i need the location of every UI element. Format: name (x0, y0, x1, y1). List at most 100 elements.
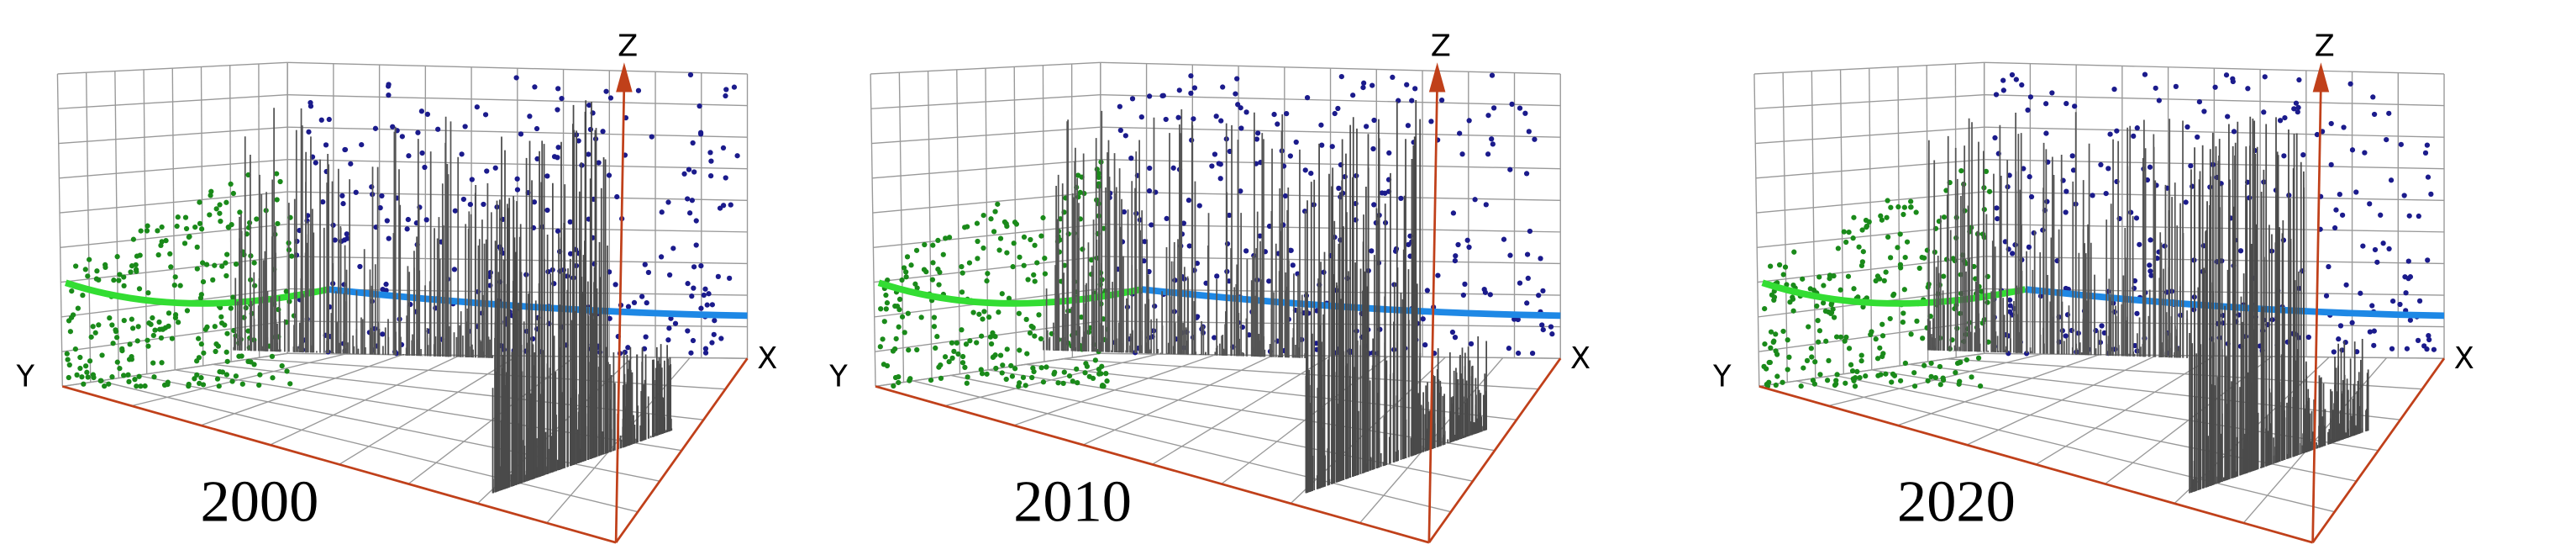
point (1428, 119, 1434, 124)
grid-line (1100, 223, 1561, 233)
point (1864, 224, 1869, 230)
grid-line (287, 126, 748, 138)
point (195, 336, 202, 341)
point (2349, 320, 2355, 325)
point (1257, 233, 1263, 239)
point (586, 102, 592, 108)
point (1849, 368, 1856, 374)
point (959, 360, 966, 366)
grid-line (1013, 354, 1216, 426)
point (77, 354, 83, 361)
point (159, 224, 165, 230)
point (1364, 124, 1369, 130)
point (896, 324, 902, 330)
point (1782, 264, 1789, 270)
point (251, 260, 257, 266)
point (2295, 104, 2301, 111)
year-label: 2000 (201, 469, 319, 535)
point (2416, 213, 2421, 219)
point (1780, 272, 1786, 278)
point (659, 209, 665, 215)
point (1540, 288, 1546, 294)
point (1360, 84, 1366, 91)
point (1455, 241, 1461, 248)
point (270, 375, 276, 381)
point (194, 266, 200, 272)
point (899, 314, 906, 320)
point (1820, 300, 1827, 306)
point (1218, 118, 1224, 124)
point (1003, 220, 1009, 227)
point (224, 330, 230, 336)
point (1525, 275, 1531, 282)
point (134, 338, 140, 344)
point (340, 201, 346, 207)
point (1216, 161, 1222, 166)
point (720, 145, 727, 151)
point (1920, 336, 1926, 341)
point (158, 335, 165, 341)
point (698, 305, 704, 311)
point (685, 196, 691, 202)
point (2103, 190, 2109, 197)
point (2431, 346, 2437, 352)
point (1791, 249, 1797, 255)
point (2006, 172, 2012, 178)
point (2156, 98, 2162, 103)
point (991, 229, 997, 235)
point (474, 104, 480, 110)
point (1842, 338, 1848, 344)
point (219, 263, 225, 269)
point (223, 199, 229, 205)
point (1809, 354, 1815, 360)
axis-label: Y (828, 359, 848, 394)
point (353, 189, 359, 195)
point (707, 173, 714, 179)
point (132, 376, 138, 383)
panel: Y X Z 2000 (16, 29, 777, 544)
point (1983, 168, 1990, 175)
point (1490, 141, 1496, 147)
point (128, 269, 134, 275)
point (1266, 278, 1272, 284)
point (121, 317, 127, 324)
point (1186, 243, 1192, 249)
point (233, 262, 239, 267)
point (1902, 360, 1909, 367)
point (1371, 202, 1377, 208)
point (1016, 310, 1022, 316)
grid-line (927, 71, 933, 378)
point (2370, 94, 2376, 100)
grid-line (1839, 69, 1844, 374)
point (1985, 299, 1990, 305)
point (1462, 281, 1468, 288)
grid-line (58, 94, 288, 109)
point (1774, 373, 1780, 379)
point (386, 82, 392, 87)
point (1004, 250, 1010, 256)
point (1993, 92, 2000, 98)
point (113, 335, 120, 341)
point (666, 325, 672, 331)
point (974, 340, 980, 346)
point (1008, 362, 1014, 369)
point (1103, 370, 1109, 377)
point (136, 373, 142, 379)
point (386, 92, 392, 98)
point (1787, 299, 1793, 305)
point (81, 381, 87, 387)
point (467, 201, 473, 208)
grid-line (872, 158, 1101, 179)
point (1319, 142, 1325, 148)
point (639, 293, 645, 299)
point (1911, 370, 1917, 376)
point (2337, 192, 2342, 198)
point (1790, 308, 1796, 314)
point (1837, 334, 1844, 340)
point (1941, 214, 1948, 220)
point (938, 375, 944, 382)
point (931, 324, 938, 330)
point (2043, 130, 2049, 136)
point (1851, 214, 1857, 220)
point (197, 220, 203, 226)
